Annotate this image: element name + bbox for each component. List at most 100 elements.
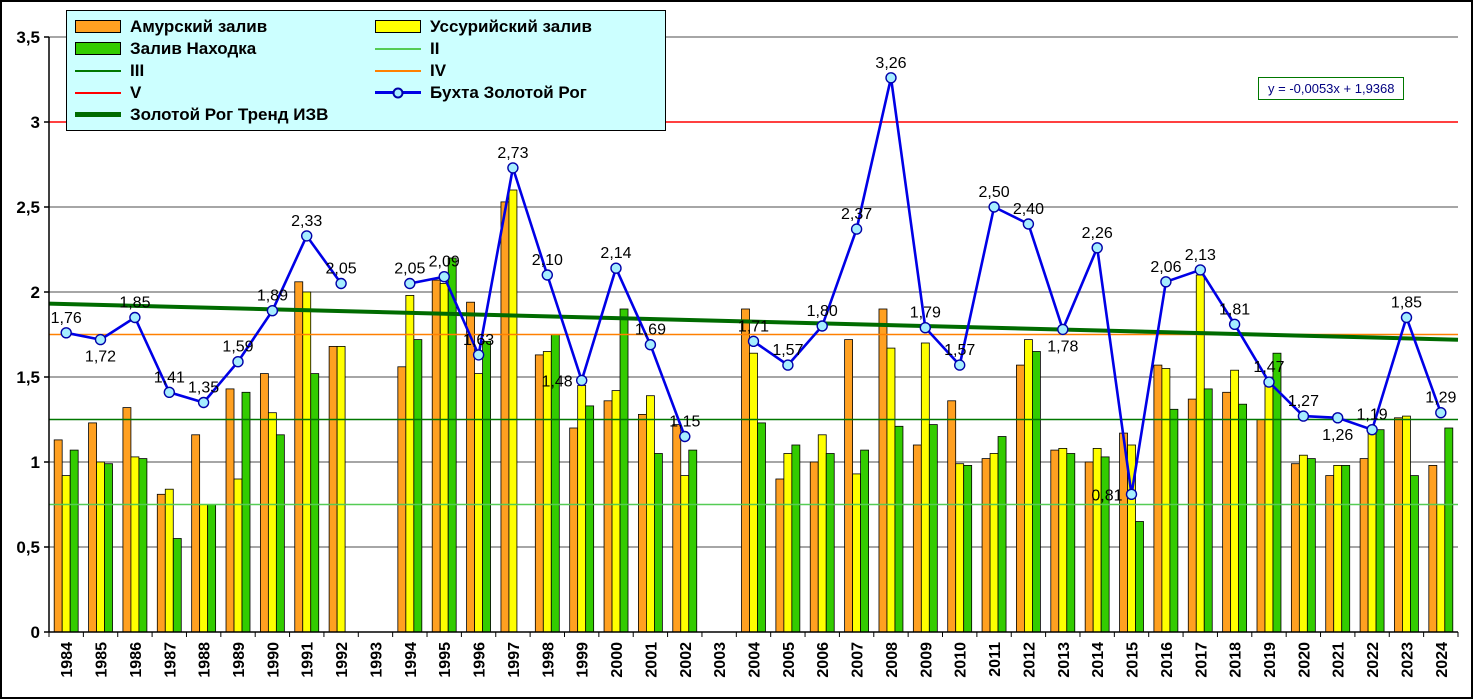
bar <box>1222 391 1232 633</box>
line-marker <box>988 201 1000 213</box>
x-year-label: 1994 <box>403 642 420 678</box>
bar <box>688 449 698 633</box>
bar <box>1066 453 1076 633</box>
bar <box>191 434 201 633</box>
bar <box>912 444 922 633</box>
bar <box>920 342 930 633</box>
legend-marker-dot-icon <box>392 87 404 98</box>
line-marker <box>1263 376 1275 388</box>
bar <box>138 458 148 633</box>
data-label: 1,47 <box>1253 359 1284 376</box>
trend-equation-text: y = -0,0053x + 1,9368 <box>1268 81 1395 96</box>
x-year-label: 2008 <box>884 642 901 678</box>
data-label: 2,26 <box>1082 225 1113 242</box>
bar <box>413 339 423 633</box>
bar <box>611 390 621 633</box>
data-label: 1,29 <box>1425 390 1456 407</box>
data-label: 2,40 <box>1013 201 1044 218</box>
bars-layer <box>53 189 1454 633</box>
bar <box>172 538 182 633</box>
bar <box>482 340 491 633</box>
bar <box>241 391 251 633</box>
bar <box>130 456 140 633</box>
line-marker <box>94 333 107 346</box>
bar <box>1306 458 1316 633</box>
bar <box>275 434 285 633</box>
x-year-label: 2010 <box>953 642 970 678</box>
legend-item-6: IV <box>375 60 661 81</box>
bar <box>207 504 217 633</box>
legend-label: Золотой Рог Тренд ИЗВ <box>130 104 329 124</box>
x-year-label: 2007 <box>850 642 867 678</box>
bar <box>1016 364 1025 633</box>
line-marker <box>1091 242 1103 254</box>
bar <box>431 279 441 633</box>
trend-line <box>48 301 1459 342</box>
line-marker <box>610 262 622 274</box>
bar <box>466 301 475 633</box>
legend-item-1: Амурский залив <box>75 16 375 37</box>
x-year-label: 2012 <box>1021 642 1038 678</box>
bar <box>989 453 999 633</box>
data-label: 2,13 <box>1185 247 1216 264</box>
data-label: 1,79 <box>910 305 941 322</box>
bar <box>963 464 973 633</box>
data-label: 1,27 <box>1288 393 1319 410</box>
bar <box>302 291 312 633</box>
line-marker <box>197 396 210 409</box>
bar <box>1359 458 1369 633</box>
bar <box>267 412 277 633</box>
data-label: 1,69 <box>635 322 666 339</box>
x-year-label: 1990 <box>265 642 282 678</box>
y-tick-label: 1,5 <box>16 368 40 387</box>
line-marker <box>1297 410 1310 422</box>
x-year-label: 1991 <box>300 642 317 678</box>
chart-legend: Амурский залив Уссурийский залив Залив Нах… <box>66 10 666 131</box>
y-tick-label: 2,5 <box>16 198 40 217</box>
data-label: 2,14 <box>600 245 631 262</box>
line-marker <box>129 311 141 324</box>
bar <box>1100 456 1110 633</box>
line-marker <box>472 349 485 361</box>
bar <box>1256 419 1266 633</box>
data-label: 1,78 <box>1047 338 1078 355</box>
legend-item-4: II <box>375 38 661 59</box>
x-year-label: 2005 <box>781 642 798 678</box>
legend-line-swatch <box>375 47 421 50</box>
bar <box>1050 449 1060 633</box>
data-label: 1,63 <box>463 332 494 349</box>
bar <box>1195 274 1205 633</box>
bar <box>336 345 346 633</box>
line-marker <box>782 359 794 371</box>
data-label: 1,41 <box>154 369 185 386</box>
line-marker <box>404 277 416 290</box>
data-label: 2,50 <box>979 184 1010 201</box>
bar <box>654 453 663 633</box>
bar <box>69 449 79 633</box>
legend-line-swatch <box>75 69 121 72</box>
data-label: 1,89 <box>257 288 288 305</box>
bar <box>1325 475 1335 633</box>
bar <box>672 424 682 633</box>
x-year-label: 1997 <box>506 642 523 678</box>
bar <box>439 283 449 633</box>
line-marker <box>576 374 588 387</box>
legend-label: IV <box>430 60 447 80</box>
bar <box>1402 415 1411 633</box>
bar <box>1187 398 1197 633</box>
line-marker <box>850 223 863 235</box>
bar <box>852 473 861 633</box>
line-marker <box>919 322 931 334</box>
bar <box>775 478 785 633</box>
x-year-label: 2002 <box>678 642 695 678</box>
data-label: 2,09 <box>429 254 460 271</box>
bar <box>1341 464 1351 633</box>
x-year-label: 2022 <box>1365 642 1382 678</box>
line-marker <box>747 335 760 347</box>
x-year-label: 1996 <box>472 642 489 678</box>
line-marker <box>954 359 966 371</box>
bar <box>1024 339 1033 633</box>
y-tick-label: 1 <box>31 453 40 472</box>
